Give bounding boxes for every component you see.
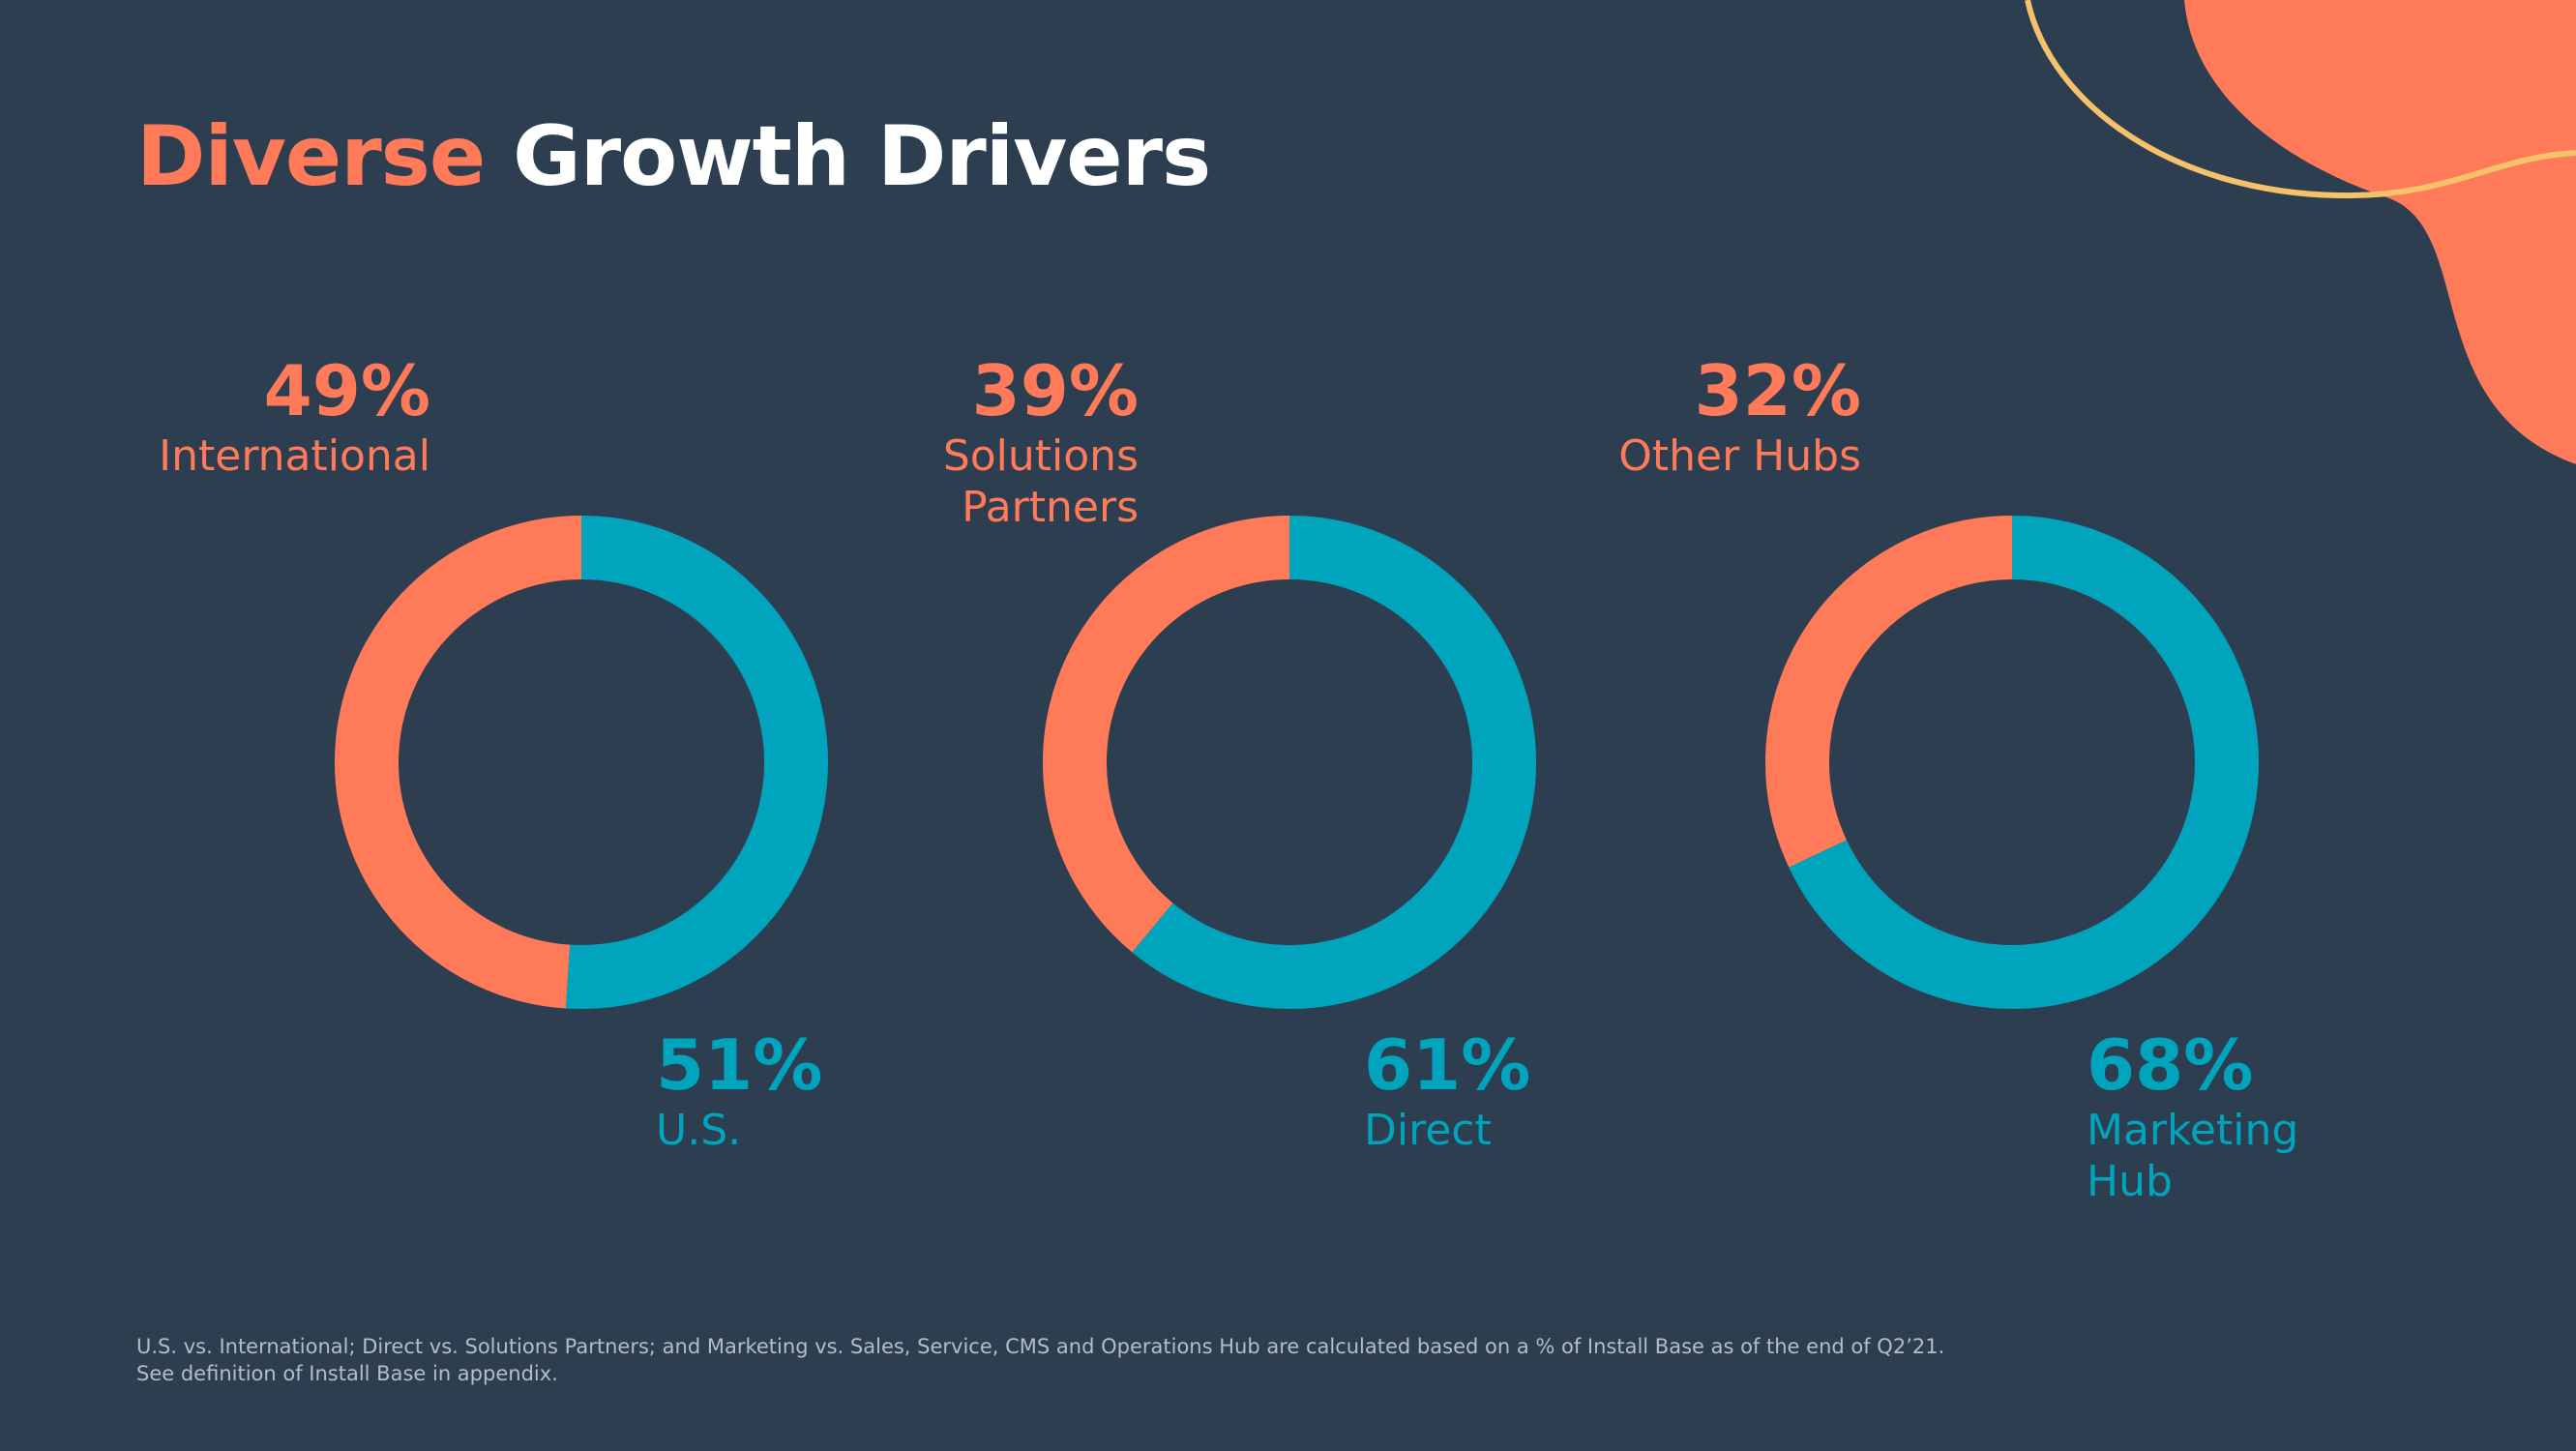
segment-label: 32% Other Hubs — [1532, 351, 1861, 483]
segment-label: 68% Marketing Hub — [2087, 1025, 2328, 1207]
donut-segment — [1789, 516, 2259, 1009]
footnote-line: See definition of Install Base in append… — [136, 1362, 558, 1385]
category-label: International — [159, 430, 430, 481]
donut-segment — [1043, 516, 1290, 953]
value-label: 49% — [263, 350, 430, 431]
value-label: 51% — [656, 1024, 823, 1106]
category-label: Other Hubs — [1618, 430, 1861, 481]
value-label: 61% — [1364, 1024, 1531, 1106]
footnote: U.S. vs. International; Direct vs. Solut… — [136, 1333, 1944, 1387]
title: Diverse Growth Drivers — [136, 108, 1211, 205]
category-label: U.S. — [656, 1105, 742, 1155]
decor-curve — [2025, 0, 2576, 199]
category-label: Direct — [1364, 1105, 1492, 1155]
donut-segment — [335, 516, 582, 1009]
title-highlight: Diverse — [136, 108, 486, 205]
footnote-line: U.S. vs. International; Direct vs. Solut… — [136, 1335, 1945, 1358]
donut-segment — [566, 516, 828, 1009]
title-rest: Growth Drivers — [513, 108, 1211, 205]
segment-label: 49% International — [102, 351, 430, 483]
category-label: Solutions Partners — [942, 430, 1139, 532]
donut-segment — [1765, 516, 2013, 868]
value-label: 68% — [2087, 1024, 2254, 1106]
decor-blob — [2184, 0, 2576, 464]
category-label: Marketing Hub — [2087, 1105, 2299, 1206]
segment-label: 39% Solutions Partners — [810, 351, 1139, 533]
value-label: 32% — [1694, 350, 1861, 431]
value-label: 39% — [971, 350, 1139, 431]
donut-segment — [1132, 516, 1536, 1009]
segment-label: 51% U.S. — [656, 1025, 898, 1157]
segment-label: 61% Direct — [1364, 1025, 1606, 1157]
